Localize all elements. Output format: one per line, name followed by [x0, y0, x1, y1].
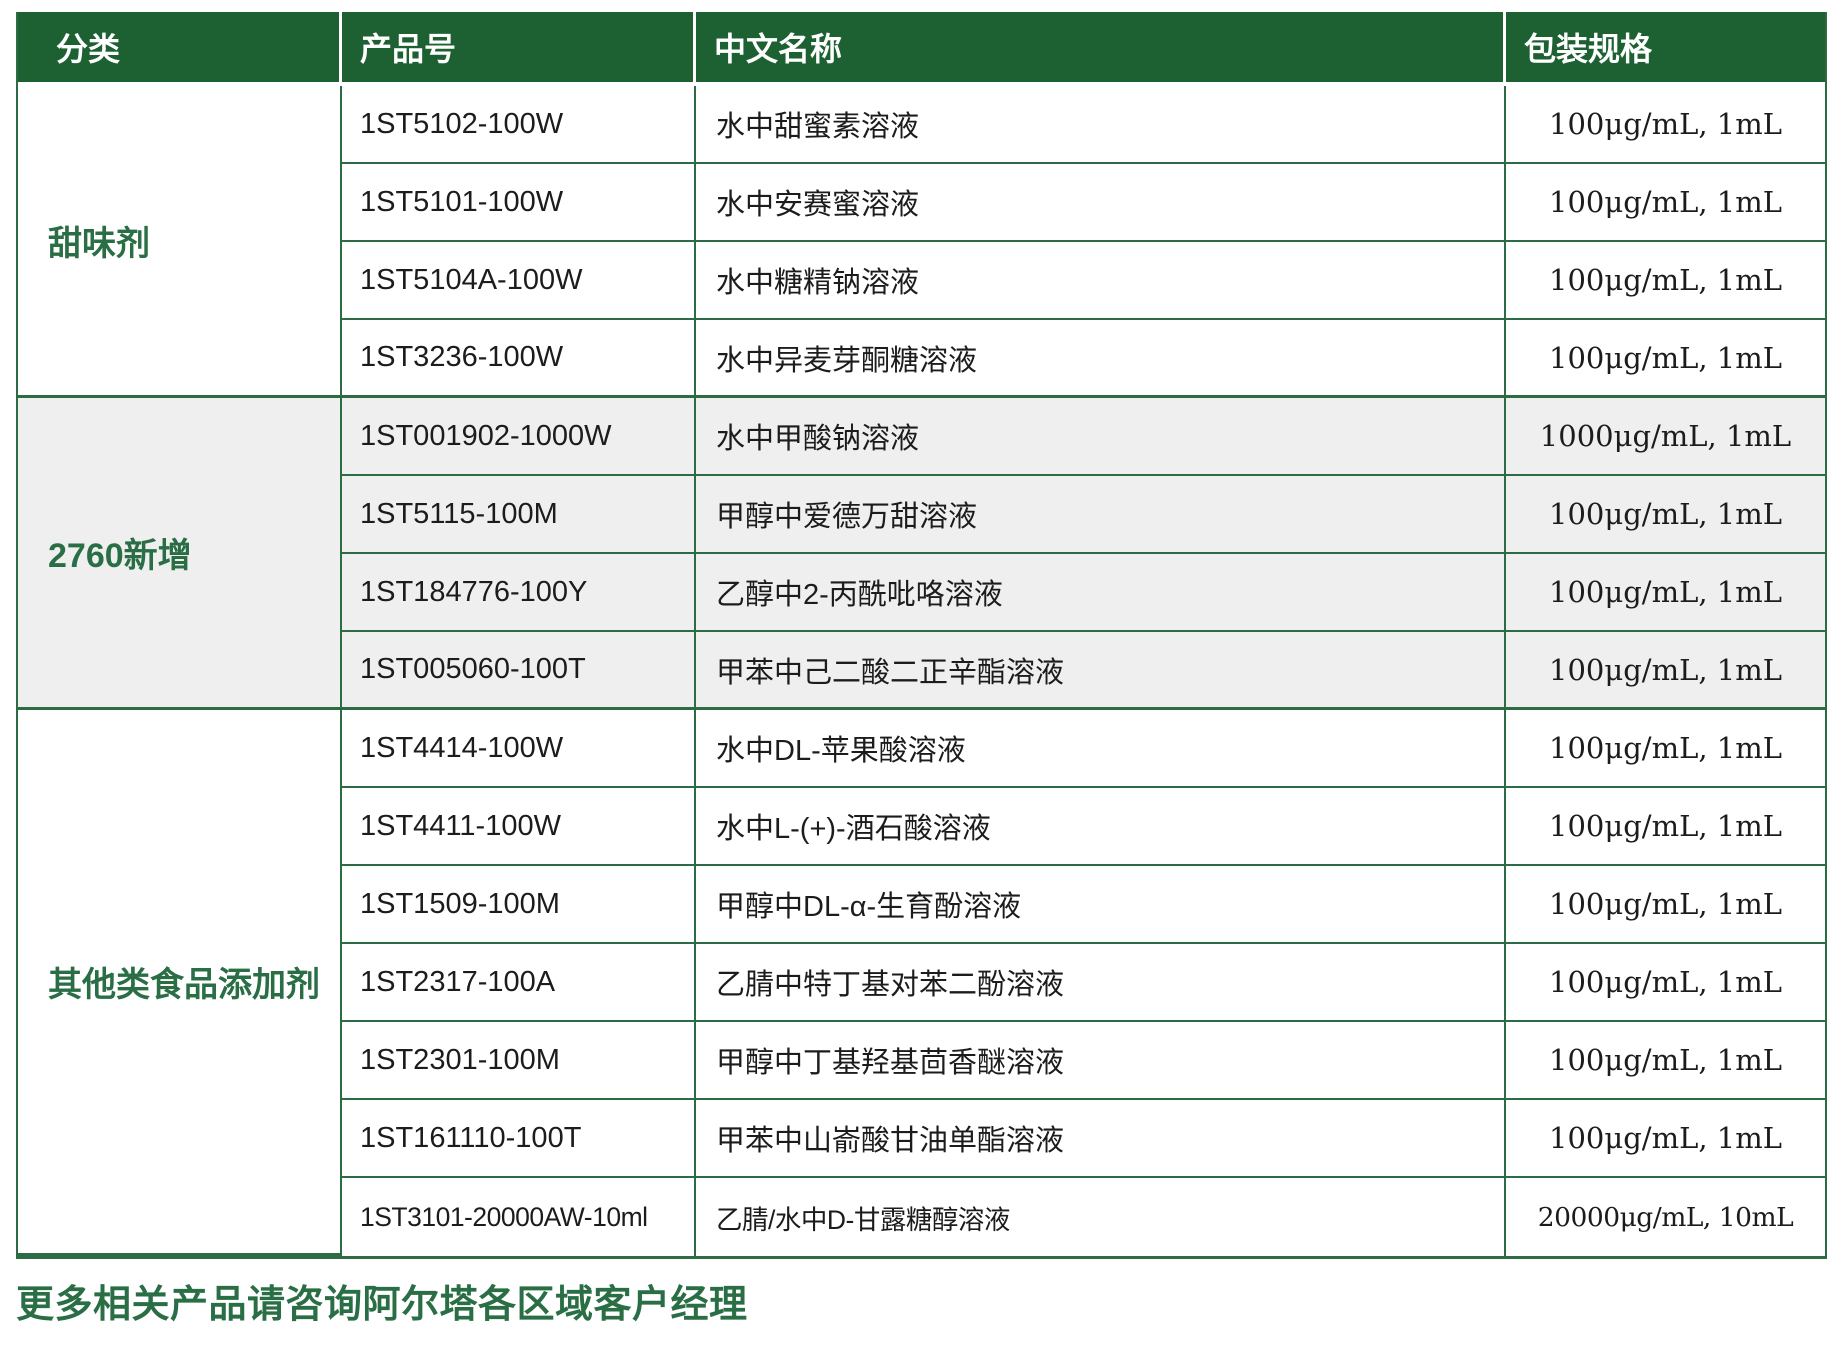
- spec-cell: 100μg/mL, 1mL: [1506, 554, 1825, 632]
- name-cn-cell: 甲醇中丁基羟基茴香醚溶液: [696, 1022, 1506, 1100]
- table-row: 其他类食品添加剂 1ST4414-100W 水中DL-苹果酸溶液 100μg/mL, …: [18, 710, 1825, 1256]
- spec-cell: 100μg/mL, 1mL: [1506, 1022, 1825, 1100]
- name-cn-cell: 水中甜蜜素溶液: [696, 86, 1506, 164]
- table-row: 1ST5115-100M 甲醇中爱德万甜溶液 100μg/mL, 1mL: [18, 476, 1825, 554]
- spec-cell: 100μg/mL, 1mL: [1506, 788, 1825, 866]
- spec-cell: 100μg/mL, 1mL: [1506, 86, 1825, 164]
- product-no-cell: 1ST001902-1000W: [342, 398, 696, 476]
- name-cn-cell: 甲醇中DL-α-生育酚溶液: [696, 866, 1506, 944]
- name-cn-cell: 水中糖精钠溶液: [696, 242, 1506, 320]
- spec-cell: 100μg/mL, 1mL: [1506, 710, 1825, 788]
- column-header-category: 分类: [18, 12, 342, 86]
- category-cell: 甜味剂: [18, 86, 342, 398]
- table-row: 1ST2301-100M 甲醇中丁基羟基茴香醚溶液 100μg/mL, 1mL: [18, 1022, 1825, 1100]
- product-no-cell: 1ST184776-100Y: [342, 554, 696, 632]
- table-row: 2760新增 1ST001902-1000W 水中甲酸钠溶液 1000μg/mL, 1…: [18, 398, 1825, 710]
- table-row: 1ST1509-100M 甲醇中DL-α-生育酚溶液 100μg/mL, 1mL: [18, 866, 1825, 944]
- column-header-name-cn: 中文名称: [696, 12, 1506, 86]
- product-no-cell: 1ST4411-100W: [342, 788, 696, 866]
- spec-cell: 100μg/mL, 1mL: [1506, 944, 1825, 1022]
- spec-cell: 100μg/mL, 1mL: [1506, 632, 1825, 710]
- footer-note: 更多相关产品请咨询阿尔塔各区域客户经理: [16, 1284, 748, 1326]
- product-no-cell: 1ST005060-100T: [342, 632, 696, 710]
- table-row: 1ST2317-100A 乙腈中特丁基对苯二酚溶液 100μg/mL, 1mL: [18, 944, 1825, 1022]
- spec-cell: 100μg/mL, 1mL: [1506, 320, 1825, 398]
- product-table: 分类 产品号 中文名称 包装规格 甜味剂 1ST5102-100W 水中甜蜜素溶液 1…: [16, 12, 1827, 1259]
- product-no-cell: 1ST4414-100W: [342, 710, 696, 788]
- table-header: 分类 产品号 中文名称 包装规格: [18, 12, 1825, 86]
- name-cn-cell: 乙腈/水中D-甘露糖醇溶液: [696, 1178, 1506, 1256]
- product-no-cell: 1ST5115-100M: [342, 476, 696, 554]
- page: 分类 产品号 中文名称 包装规格 甜味剂 1ST5102-100W 水中甜蜜素溶液 1…: [16, 12, 1827, 1326]
- name-cn-cell: 水中甲酸钠溶液: [696, 398, 1506, 476]
- spec-cell: 100μg/mL, 1mL: [1506, 866, 1825, 944]
- name-cn-cell: 水中DL-苹果酸溶液: [696, 710, 1506, 788]
- spec-cell: 20000μg/mL, 10mL: [1506, 1178, 1825, 1256]
- table-row: 甜味剂 1ST5102-100W 水中甜蜜素溶液 100μg/mL, 1mL: [18, 86, 1825, 398]
- name-cn-cell: 乙腈中特丁基对苯二酚溶液: [696, 944, 1506, 1022]
- product-no-cell: 1ST3101-20000AW-10ml: [342, 1178, 696, 1256]
- table-row: 1ST5104A-100W 水中糖精钠溶液 100μg/mL, 1mL: [18, 242, 1825, 320]
- product-no-cell: 1ST2317-100A: [342, 944, 696, 1022]
- category-cell: 2760新增: [18, 398, 342, 710]
- table-row: 1ST3236-100W 水中异麦芽酮糖溶液 100μg/mL, 1mL: [18, 320, 1825, 398]
- product-no-cell: 1ST161110-100T: [342, 1100, 696, 1178]
- product-no-cell: 1ST3236-100W: [342, 320, 696, 398]
- table-row: 1ST3101-20000AW-10ml 乙腈/水中D-甘露糖醇溶液 20000μg…: [18, 1178, 1825, 1256]
- name-cn-cell: 水中异麦芽酮糖溶液: [696, 320, 1506, 398]
- product-no-cell: 1ST2301-100M: [342, 1022, 696, 1100]
- product-no-cell: 1ST5102-100W: [342, 86, 696, 164]
- category-cell: 其他类食品添加剂: [18, 710, 342, 1256]
- product-no-cell: 1ST1509-100M: [342, 866, 696, 944]
- header-row: 分类 产品号 中文名称 包装规格: [18, 12, 1825, 86]
- spec-cell: 100μg/mL, 1mL: [1506, 242, 1825, 320]
- spec-cell: 100μg/mL, 1mL: [1506, 1100, 1825, 1178]
- table-row: 1ST5101-100W 水中安赛蜜溶液 100μg/mL, 1mL: [18, 164, 1825, 242]
- table-row: 1ST4411-100W 水中L-(+)-酒石酸溶液 100μg/mL, 1mL: [18, 788, 1825, 866]
- spec-cell: 1000μg/mL, 1mL: [1506, 398, 1825, 476]
- name-cn-cell: 甲苯中山嵛酸甘油单酯溶液: [696, 1100, 1506, 1178]
- name-cn-cell: 水中L-(+)-酒石酸溶液: [696, 788, 1506, 866]
- spec-cell: 100μg/mL, 1mL: [1506, 476, 1825, 554]
- product-table-body: 甜味剂 1ST5102-100W 水中甜蜜素溶液 100μg/mL, 1mL 1ST51…: [18, 86, 1825, 1256]
- column-header-spec: 包装规格: [1506, 12, 1825, 86]
- column-header-product-no: 产品号: [342, 12, 696, 86]
- product-no-cell: 1ST5101-100W: [342, 164, 696, 242]
- spec-cell: 100μg/mL, 1mL: [1506, 164, 1825, 242]
- name-cn-cell: 甲醇中爱德万甜溶液: [696, 476, 1506, 554]
- table-row: 1ST161110-100T 甲苯中山嵛酸甘油单酯溶液 100μg/mL, 1mL: [18, 1100, 1825, 1178]
- table-row: 1ST184776-100Y 乙醇中2-丙酰吡咯溶液 100μg/mL, 1mL: [18, 554, 1825, 632]
- table-row: 1ST005060-100T 甲苯中己二酸二正辛酯溶液 100μg/mL, 1mL: [18, 632, 1825, 710]
- name-cn-cell: 乙醇中2-丙酰吡咯溶液: [696, 554, 1506, 632]
- name-cn-cell: 水中安赛蜜溶液: [696, 164, 1506, 242]
- name-cn-cell: 甲苯中己二酸二正辛酯溶液: [696, 632, 1506, 710]
- product-no-cell: 1ST5104A-100W: [342, 242, 696, 320]
